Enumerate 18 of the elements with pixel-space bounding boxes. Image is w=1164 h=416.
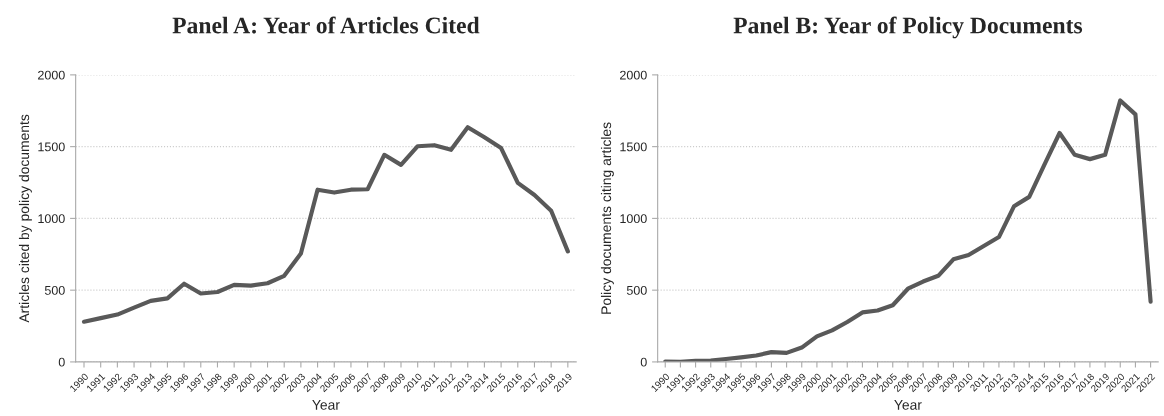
y-tick-label: 1000	[38, 214, 65, 224]
y-axis-title: Articles cited by policy documents	[18, 114, 32, 323]
y-tick-label: 500	[44, 285, 65, 295]
y-tick-label: 0	[58, 357, 65, 367]
y-tick-label: 1500	[620, 142, 647, 152]
y-tick-label: 0	[640, 357, 647, 367]
x-axis-title: Year	[312, 400, 340, 410]
chart-title: Panel B: Year of Policy Documents	[733, 16, 1083, 39]
x-axis-title: Year	[894, 400, 922, 410]
y-tick-label: 1500	[38, 142, 65, 152]
line-series	[663, 98, 1153, 362]
y-tick-label: 1000	[620, 214, 647, 224]
y-tick-label: 2000	[620, 70, 647, 80]
line-series	[81, 125, 570, 324]
y-tick-label: 500	[626, 285, 647, 295]
chart-title: Panel A: Year of Articles Cited	[172, 16, 480, 34]
y-axis-title: Policy documents citing articles	[600, 122, 614, 314]
y-tick-label: 2000	[38, 70, 65, 80]
